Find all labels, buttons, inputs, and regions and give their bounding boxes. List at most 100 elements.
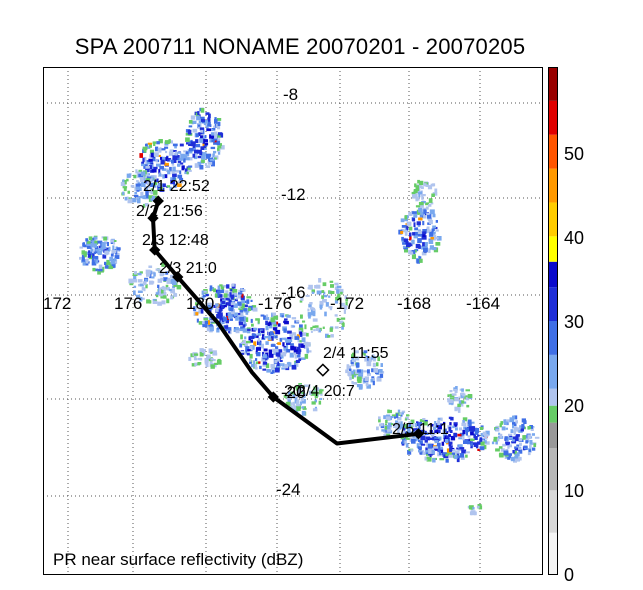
rain-cell	[109, 256, 114, 262]
rain-cell	[281, 355, 284, 359]
rain-cell	[229, 292, 232, 297]
rain-cell	[93, 243, 97, 248]
rain-cell	[469, 438, 475, 442]
rain-cell	[150, 198, 155, 202]
rain-cell	[142, 157, 145, 163]
rain-cell	[310, 330, 313, 333]
rain-cell	[86, 241, 91, 247]
rain-cell	[267, 322, 270, 326]
rain-cell	[343, 309, 346, 314]
colorbar-label-50: 50	[564, 144, 585, 164]
rain-cell	[158, 187, 163, 190]
rain-cell	[300, 297, 304, 301]
rain-cell	[509, 444, 512, 448]
rain-cell	[432, 213, 436, 218]
rain-cell	[453, 389, 457, 392]
rain-cell	[379, 423, 384, 427]
rain-cell	[254, 364, 258, 369]
rain-cell	[405, 240, 409, 245]
rain-cell	[397, 409, 401, 414]
rain-cell	[186, 142, 189, 145]
rain-cell	[319, 304, 323, 310]
rain-cell	[195, 363, 201, 366]
rain-cell	[437, 429, 441, 434]
rain-cell	[328, 290, 331, 294]
rain-cell	[320, 397, 323, 400]
rain-cell	[127, 190, 130, 194]
rain-cell	[122, 179, 125, 184]
rain-cell	[308, 384, 311, 389]
rain-cell	[389, 409, 392, 414]
rain-cell	[528, 426, 531, 430]
rain-cell	[310, 391, 315, 396]
rain-cell	[192, 143, 196, 148]
rain-cell	[534, 436, 540, 439]
rain-cell	[407, 428, 411, 433]
rain-cell	[235, 316, 239, 321]
rain-cell	[334, 286, 339, 290]
colorbar-scale	[548, 67, 558, 575]
rain-cell	[262, 354, 267, 359]
rain-cell	[385, 425, 390, 430]
rain-cell	[146, 162, 150, 165]
rain-cell	[237, 314, 243, 319]
rain-cell	[258, 361, 261, 364]
rain-cell	[214, 155, 219, 160]
rain-cell	[436, 236, 442, 241]
rain-cell	[417, 179, 420, 184]
rain-cell	[151, 168, 157, 173]
rain-cell	[412, 211, 417, 215]
rain-cell	[279, 313, 285, 318]
rain-cell	[131, 198, 137, 203]
rain-cell	[243, 340, 246, 344]
rain-cell	[217, 121, 221, 126]
rain-cell	[299, 331, 303, 335]
rain-cell	[372, 380, 375, 386]
rain-cell	[404, 231, 408, 236]
rain-cell	[364, 357, 368, 362]
rain-cell	[146, 176, 152, 179]
rain-cell	[504, 436, 508, 440]
rain-cell	[312, 312, 316, 317]
rain-cell	[293, 408, 299, 413]
rain-cell	[216, 359, 222, 365]
rain-cell	[249, 361, 252, 364]
rain-cell	[161, 263, 165, 267]
rain-cell	[198, 321, 203, 325]
rain-cell	[167, 170, 171, 175]
rain-cell	[240, 350, 245, 353]
rain-cell	[144, 278, 148, 282]
rain-cell	[408, 424, 411, 429]
rain-cell	[152, 300, 158, 304]
rain-cell	[136, 294, 141, 300]
rain-cell	[148, 165, 153, 170]
rain-cell	[483, 434, 489, 437]
rain-cell	[294, 362, 297, 366]
rain-cell	[192, 128, 198, 133]
rain-cell	[238, 328, 243, 332]
rain-cell	[240, 288, 243, 291]
rain-cell	[253, 341, 257, 347]
rain-cell	[133, 275, 137, 280]
rain-cell	[505, 441, 511, 446]
rain-cell	[133, 194, 139, 198]
rain-cell	[217, 309, 223, 312]
rain-cell	[276, 357, 280, 362]
rain-cell	[340, 291, 343, 295]
rain-cell	[209, 317, 212, 321]
rain-cell	[329, 308, 333, 311]
rain-cell	[461, 422, 467, 427]
rain-cell	[115, 249, 118, 255]
rain-cell	[358, 385, 363, 390]
rain-cell	[217, 292, 220, 297]
rain-cell	[191, 363, 196, 367]
rain-cell	[491, 441, 495, 445]
rain-cell	[515, 420, 518, 424]
rain-cell	[443, 437, 446, 442]
rain-cell	[447, 394, 452, 397]
rain-cell	[206, 153, 211, 159]
rain-cell	[283, 328, 287, 333]
rain-cell	[461, 449, 467, 454]
rain-cell	[413, 222, 416, 227]
rain-cell	[261, 332, 265, 336]
